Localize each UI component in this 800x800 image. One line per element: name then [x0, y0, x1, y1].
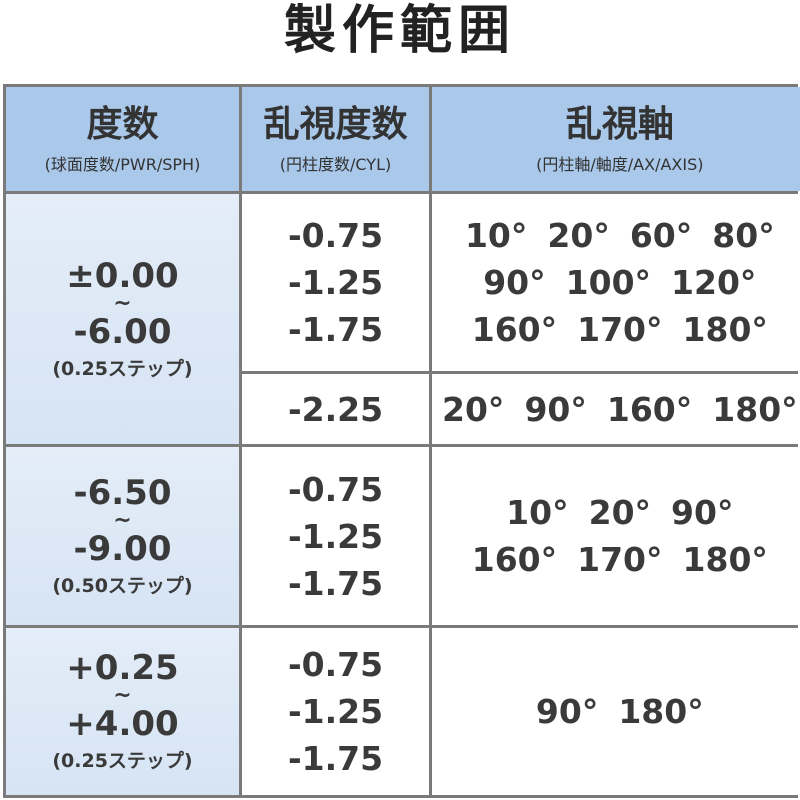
step-label: (0.50ステップ): [52, 574, 193, 597]
cyl-value: -1.25: [287, 516, 384, 556]
axis-value: 90°: [524, 389, 587, 429]
cyl-cell: -0.75 -1.25 -1.75: [242, 628, 429, 795]
axis-value: 20°: [442, 389, 505, 429]
axis-line: 160° 170° 180°: [462, 306, 778, 353]
axis-cell: 90° 180°: [432, 628, 800, 795]
cyl-value: -1.75: [287, 310, 384, 349]
axis-cell: 20° 90° 160° 180°: [432, 374, 800, 444]
sph-range-cell: ±0.00 ~ -6.00 (0.25ステップ): [6, 194, 239, 444]
axis-cell: 10° 20° 90° 160° 170° 180°: [432, 447, 800, 625]
header-sublabel: (球面度数/PWR/SPH): [44, 155, 201, 174]
axis-value: 160°: [606, 389, 693, 429]
axis-value: 180°: [618, 692, 704, 731]
sph-to: -6.00: [73, 311, 172, 352]
axis-value: 20°: [588, 493, 652, 532]
sph-range-cell: -6.50 ~ -9.00 (0.50ステップ): [6, 447, 239, 625]
axis-value: 20°: [547, 216, 610, 255]
header-label: 度数: [86, 104, 159, 145]
page-title: 製作範囲: [283, 1, 516, 61]
cyl-cell: -0.75 -1.25 -1.75: [242, 447, 429, 625]
cyl-cell: -0.75 -1.25 -1.75: [242, 194, 429, 371]
axis-line: 10° 20° 60° 80°: [455, 212, 785, 259]
axis-value: 90°: [483, 263, 546, 302]
cyl-cell: -2.25: [242, 374, 429, 444]
axis-value: 90°: [671, 493, 734, 532]
axis-value: 170°: [577, 310, 663, 349]
axis-line: 160° 170° 180°: [462, 536, 778, 583]
axis-value: 160°: [471, 540, 558, 579]
header-sublabel: (円柱度数/CYL): [279, 155, 392, 174]
tilde: ~: [113, 507, 132, 533]
tilde: ~: [113, 683, 132, 708]
sph-from: -6.50: [73, 472, 172, 513]
header-cell: 乱視度数 (円柱度数/CYL): [242, 87, 429, 191]
step-label: (0.25ステップ): [52, 750, 193, 772]
step-label: (0.25ステップ): [52, 357, 193, 380]
sph-range-cell: +0.25 ~ +4.00 (0.25ステップ): [6, 628, 239, 795]
cyl-value: -0.75: [287, 216, 384, 255]
axis-value: 180°: [682, 310, 768, 349]
axis-value: 170°: [577, 540, 663, 579]
header-cell: 乱視軸 (円柱軸/軸度/AX/AXIS): [432, 87, 800, 191]
tilde: ~: [113, 290, 132, 316]
sph-from: +0.25: [66, 648, 179, 688]
axis-line: 90° 100° 120°: [473, 259, 766, 306]
axis-value: 160°: [471, 310, 558, 349]
cyl-value: -1.75: [287, 739, 384, 778]
axis-value: 90°: [535, 692, 599, 731]
spec-table: 度数 (球面度数/PWR/SPH) 乱視度数 (円柱度数/CYL) 乱視軸 (円柱軸/軸度…: [3, 84, 800, 798]
axis-line: 90° 180°: [526, 688, 714, 735]
cyl-value: -0.75: [287, 469, 384, 509]
axis-value: 10°: [464, 216, 528, 255]
axis-line: 10° 20° 90°: [496, 489, 743, 536]
cyl-value: -0.75: [287, 645, 384, 684]
cyl-value: -2.25: [287, 389, 384, 429]
sph-to: +4.00: [66, 704, 179, 744]
header-label: 乱視軸: [565, 104, 674, 145]
axis-value: 180°: [682, 540, 768, 579]
header-cell: 度数 (球面度数/PWR/SPH): [6, 87, 239, 191]
axis-line: 20° 90° 160° 180°: [432, 386, 800, 433]
sph-from: ±0.00: [66, 255, 179, 296]
axis-value: 80°: [712, 216, 775, 255]
cyl-value: -1.75: [287, 563, 384, 603]
axis-value: 180°: [712, 389, 798, 429]
axis-value: 120°: [671, 263, 757, 302]
cyl-value: -1.25: [287, 692, 384, 731]
axis-value: 10°: [506, 493, 569, 532]
cyl-value: -1.25: [287, 263, 384, 302]
sph-to: -9.00: [73, 528, 172, 569]
header-label: 乱視度数: [263, 104, 408, 145]
header-sublabel: (円柱軸/軸度/AX/AXIS): [536, 155, 704, 174]
axis-value: 60°: [629, 216, 693, 255]
axis-value: 100°: [565, 263, 652, 302]
axis-cell: 10° 20° 60° 80° 90° 100° 120° 160° 170° 180°: [432, 194, 800, 371]
